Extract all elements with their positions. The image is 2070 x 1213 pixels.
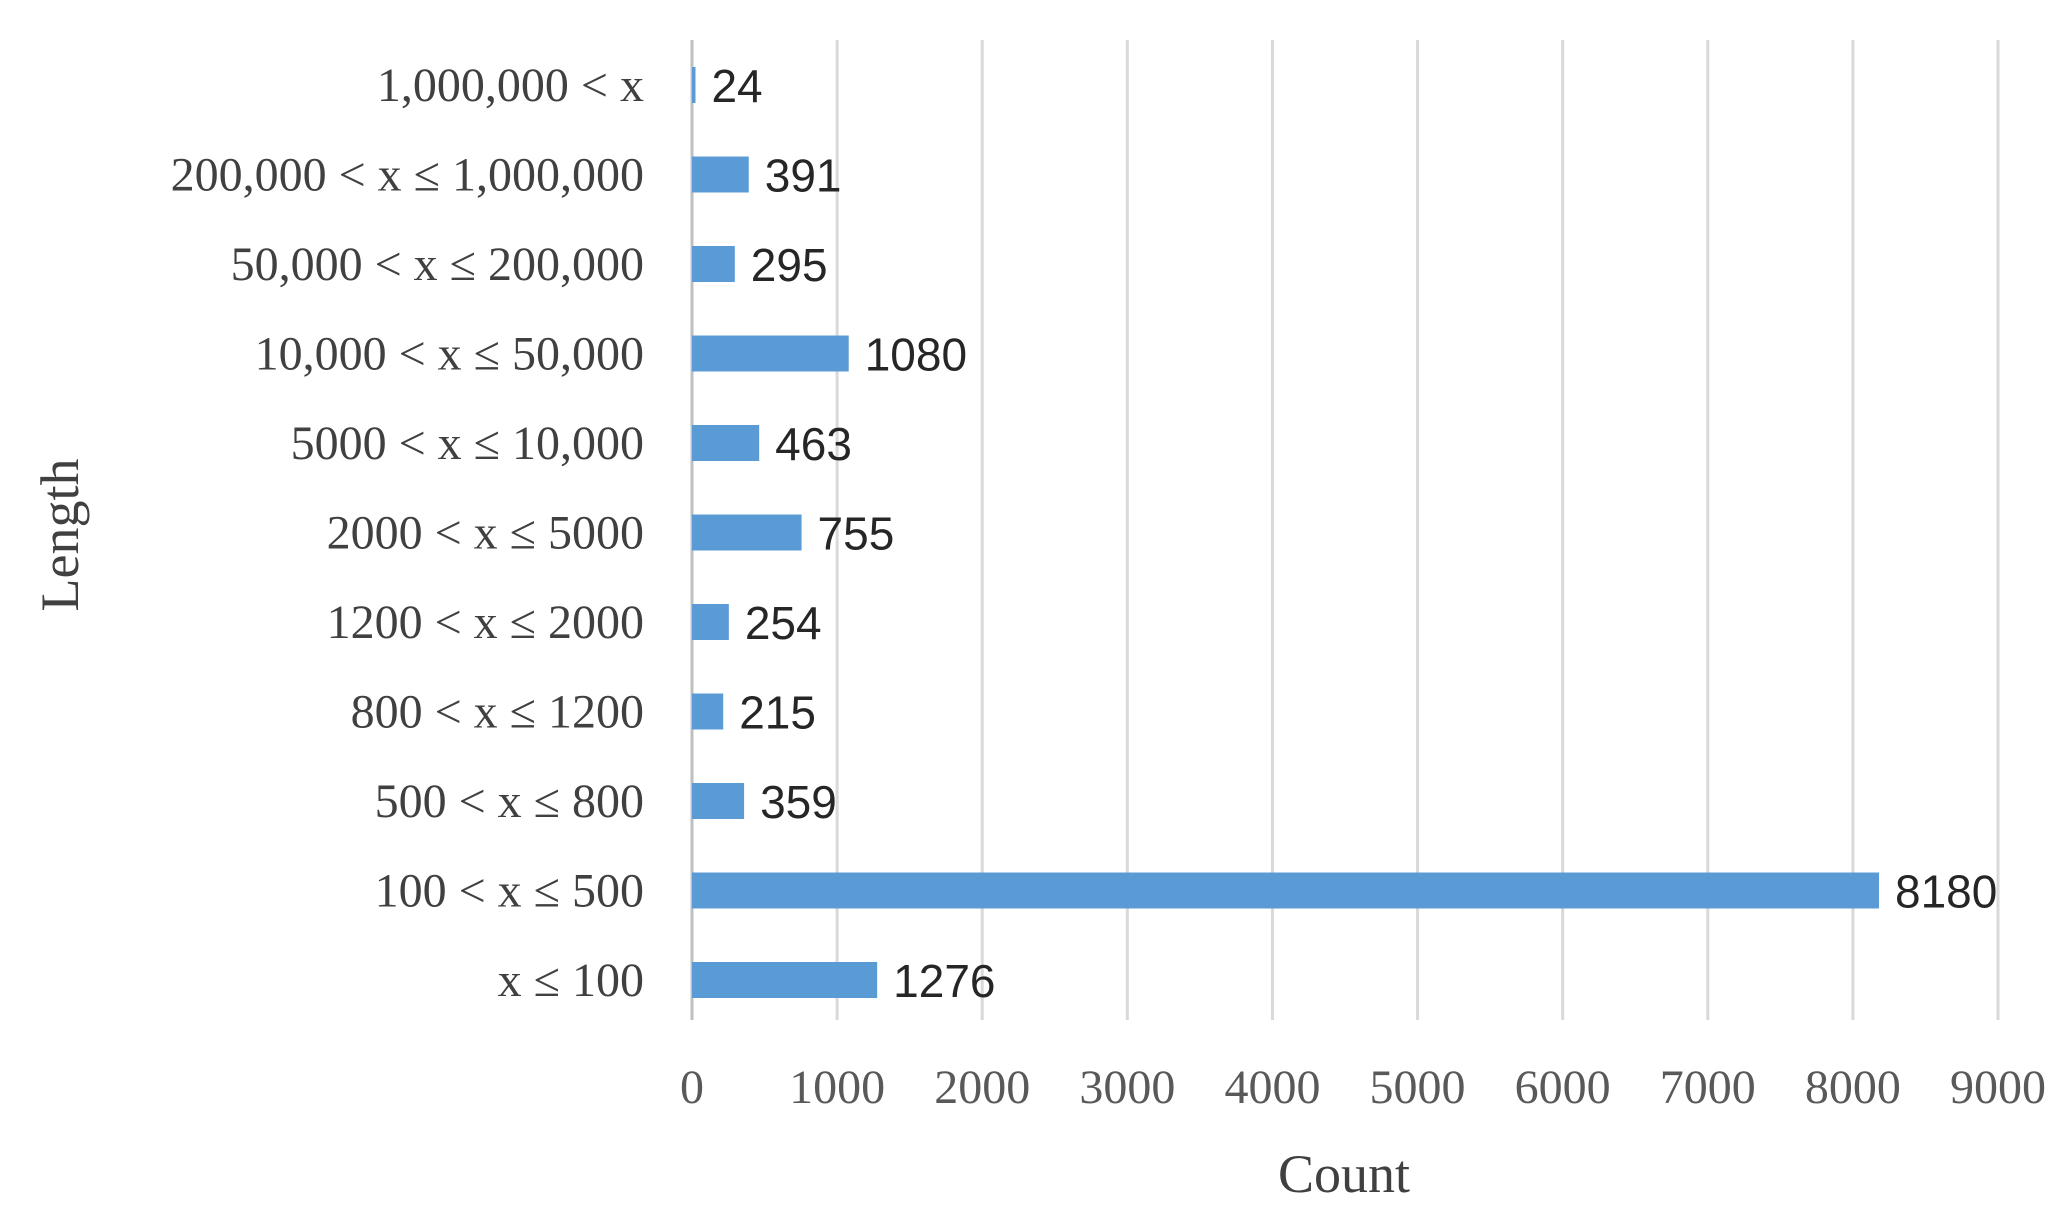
data-label: 1080 (865, 329, 967, 381)
bar (692, 425, 760, 461)
data-label: 1276 (893, 955, 995, 1007)
category-label: 100 < x ≤ 500 (375, 865, 644, 918)
category-label: 1,000,000 < x (377, 59, 644, 112)
bar (692, 335, 849, 372)
x-tick-label: 5000 (1370, 1061, 1466, 1114)
category-label: 2000 < x ≤ 5000 (327, 507, 644, 560)
bar (692, 514, 802, 551)
bar (692, 156, 749, 193)
x-tick-label: 1000 (789, 1061, 885, 1114)
x-tick-label: 0 (680, 1061, 704, 1114)
gridlines (690, 40, 2000, 1020)
y-axis-title: Length (30, 459, 90, 612)
category-label: 1200 < x ≤ 2000 (327, 596, 644, 649)
data-label: 755 (818, 508, 895, 560)
x-tick-label: 3000 (1079, 1061, 1175, 1114)
bar (692, 783, 745, 819)
bar (692, 246, 735, 282)
x-tick-label: 6000 (1515, 1061, 1611, 1114)
data-label: 463 (775, 418, 852, 470)
x-tick-label: 2000 (934, 1061, 1030, 1114)
category-label: 50,000 < x ≤ 200,000 (231, 238, 644, 291)
data-label: 359 (760, 776, 837, 828)
bar (692, 962, 878, 998)
bar (692, 604, 729, 640)
x-tick-label: 4000 (1224, 1061, 1320, 1114)
data-label: 391 (765, 150, 842, 202)
data-label: 24 (711, 60, 762, 112)
data-label: 254 (745, 597, 822, 649)
bar (692, 693, 724, 730)
bars (692, 67, 1880, 998)
data-label: 215 (739, 687, 816, 739)
category-label: 10,000 < x ≤ 50,000 (255, 328, 644, 381)
x-tick-label: 8000 (1805, 1061, 1901, 1114)
bar (692, 872, 1880, 909)
category-labels: x ≤ 100 100 < x ≤ 500 500 < x ≤ 800 800 < x… (171, 59, 644, 1007)
x-tick-label: 9000 (1950, 1061, 2046, 1114)
category-label: 5000 < x ≤ 10,000 (291, 417, 644, 470)
x-tick-labels: 0 1000 2000 3000 4000 5000 6000 7000 8000 9000 (680, 1061, 2046, 1114)
bar (692, 67, 696, 103)
data-label: 8180 (1895, 866, 1997, 918)
category-label: 500 < x ≤ 800 (375, 775, 644, 828)
data-label: 295 (751, 239, 828, 291)
x-tick-label: 7000 (1660, 1061, 1756, 1114)
category-label: 800 < x ≤ 1200 (351, 686, 644, 739)
x-axis-title: Count (1278, 1144, 1410, 1204)
category-label: x ≤ 100 (498, 954, 644, 1007)
category-label: 200,000 < x ≤ 1,000,000 (171, 149, 644, 202)
